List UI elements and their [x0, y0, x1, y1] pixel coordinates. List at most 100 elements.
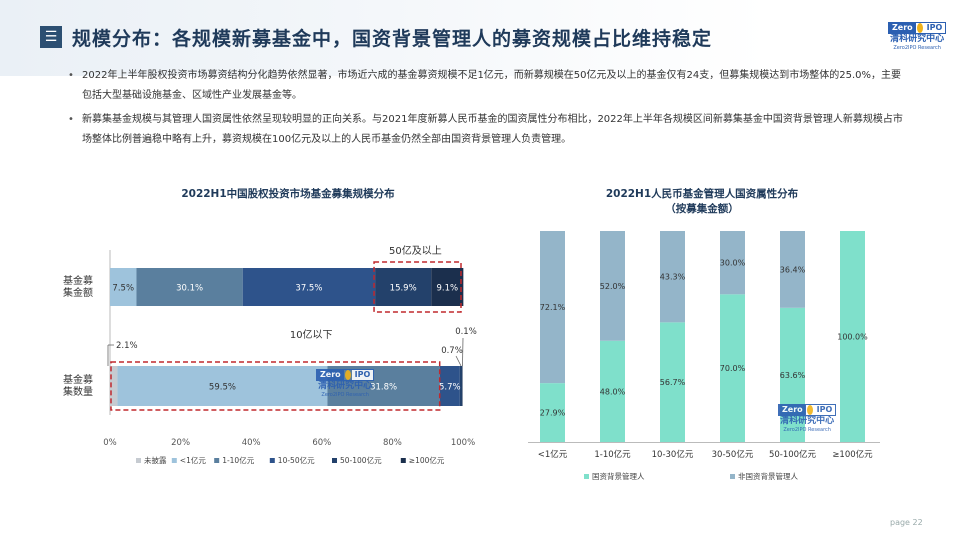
- x-tick-label: 60%: [312, 438, 331, 448]
- bullet-list: 2022年上半年股权投资市场募资结构分化趋势依然显著，市场近六成的基金募资规模不…: [66, 66, 906, 154]
- category-label: 基金募: [63, 373, 93, 386]
- page-footer: page 22: [890, 518, 923, 527]
- logo-sun-icon: [916, 23, 923, 33]
- bullet-item: 2022年上半年股权投资市场募资结构分化趋势依然显著，市场近六成的基金募资规模不…: [66, 66, 906, 106]
- data-label: 30.1%: [176, 284, 203, 294]
- x-tick-label: 40%: [242, 438, 261, 448]
- category-label: 集金额: [63, 286, 93, 299]
- data-label: 36.4%: [780, 265, 806, 274]
- legend-label: 国资背景管理人: [592, 471, 645, 481]
- bar-segment: [439, 366, 460, 406]
- column-segment: [840, 231, 865, 442]
- legend-swatch: [269, 458, 275, 463]
- column-segment: [780, 231, 805, 308]
- data-label: 37.5%: [295, 284, 322, 294]
- right-chart-title: 2022H1人民币基金管理人国资属性分布: [605, 188, 799, 200]
- watermark-sun-icon: [344, 370, 351, 380]
- bar-segment: [110, 268, 137, 306]
- column-segment: [720, 231, 745, 295]
- legend-swatch: [730, 474, 735, 479]
- data-label: 30.0%: [720, 259, 746, 268]
- category-label: 基金募: [63, 274, 93, 287]
- leader-line: [455, 355, 462, 367]
- annotation-label: 50亿及以上: [389, 244, 442, 257]
- brand-logo: Zero IPO 清科研究中心 Zero2IPO Research: [888, 22, 947, 51]
- data-label: 56.7%: [660, 378, 686, 387]
- legend-label: 未披露: [144, 455, 167, 465]
- column-segment: [660, 322, 685, 442]
- bar-segment: [431, 268, 464, 306]
- menu-icon[interactable]: ☰: [40, 26, 62, 48]
- right-chart-subtitle: （按募集金额）: [665, 203, 739, 215]
- data-label: 52.0%: [600, 282, 626, 291]
- data-label: 43.3%: [660, 273, 686, 282]
- data-label: 70.0%: [720, 364, 746, 373]
- watermark-name-en: Zero2IPO Research: [783, 427, 831, 433]
- watermark-logo: Zero IPO 清科研究中心 Zero2IPO Research: [316, 369, 375, 398]
- data-label: 7.5%: [112, 284, 134, 294]
- bar-segment: [459, 366, 463, 406]
- column-segment: [540, 231, 565, 384]
- data-label: 2.1%: [116, 341, 138, 351]
- page-number: 22: [912, 518, 923, 527]
- data-label: 100.0%: [837, 333, 868, 342]
- logo-badge-left: Zero: [889, 23, 916, 33]
- data-label: 63.6%: [780, 371, 806, 380]
- logo-badge: Zero IPO: [888, 22, 947, 34]
- x-tick-label: <1亿元: [538, 449, 568, 460]
- column-segment: [720, 294, 745, 442]
- watermark-badge-left: Zero: [779, 405, 806, 415]
- legend-swatch: [136, 458, 141, 463]
- page-label: page: [890, 518, 910, 527]
- data-label: 72.1%: [540, 303, 566, 312]
- legend-swatch: [584, 474, 589, 479]
- data-label: 0.1%: [455, 327, 477, 337]
- x-tick-label: 30-50亿元: [712, 449, 754, 460]
- column-segment: [780, 307, 805, 442]
- highlight-box-50plus: [373, 261, 462, 313]
- data-label: 9.1%: [436, 284, 458, 294]
- leader-line: [462, 337, 464, 367]
- column-segment: [600, 340, 625, 442]
- watermark-badge-right: IPO: [813, 405, 836, 415]
- data-label: 0.7%: [441, 346, 463, 356]
- watermark-badge-right: IPO: [351, 370, 374, 380]
- legend-swatch: [171, 458, 177, 463]
- data-label: 27.9%: [540, 409, 566, 418]
- legend-swatch: [332, 458, 337, 463]
- data-label: 15.9%: [390, 284, 417, 294]
- highlight-box-under10: [110, 361, 441, 411]
- legend-label: 非国资背景管理人: [738, 471, 798, 481]
- column-segment: [600, 231, 625, 341]
- x-tick-label: 20%: [171, 438, 190, 448]
- page-title: 规模分布：各规模新募基金中，国资背景管理人的募资规模占比维持稳定: [72, 28, 713, 50]
- x-tick-label: 80%: [383, 438, 402, 448]
- bullet-item: 新募集基金规模与其管理人国资属性依然呈现较明显的正向关系。与2021年度新募人民…: [66, 110, 906, 150]
- left-chart-title: 2022H1中国股权投资市场基金募集规模分布: [181, 188, 395, 200]
- legend-label: <1亿元: [180, 455, 207, 465]
- watermark-badge: Zero IPO: [316, 369, 375, 381]
- watermark-name-cn: 清科研究中心: [780, 416, 835, 426]
- x-tick-label: 100%: [451, 438, 475, 448]
- x-tick-label: 50-100亿元: [769, 449, 817, 460]
- column-segment: [540, 383, 565, 442]
- logo-name-cn: 清科研究中心: [890, 34, 945, 44]
- data-label: 59.5%: [209, 383, 236, 393]
- logo-badge-right: IPO: [923, 23, 946, 33]
- data-label: 31.8%: [370, 383, 397, 393]
- x-tick-label: 10-30亿元: [652, 449, 694, 460]
- bar-segment: [375, 268, 432, 306]
- title-bar: [0, 0, 960, 76]
- x-tick-label: 1-10亿元: [594, 449, 631, 460]
- bar-segment: [117, 366, 328, 406]
- watermark-name-en: Zero2IPO Research: [321, 392, 369, 398]
- watermark-badge-left: Zero: [317, 370, 344, 380]
- legend-label: 1-10亿元: [222, 455, 255, 465]
- bar-segment: [136, 268, 243, 306]
- watermark-badge: Zero IPO: [778, 404, 837, 416]
- watermark-name-cn: 清科研究中心: [318, 381, 373, 391]
- legend-label: 50-100亿元: [340, 455, 382, 465]
- legend-label: 10-50亿元: [278, 455, 315, 465]
- x-tick-label: 0%: [103, 438, 117, 448]
